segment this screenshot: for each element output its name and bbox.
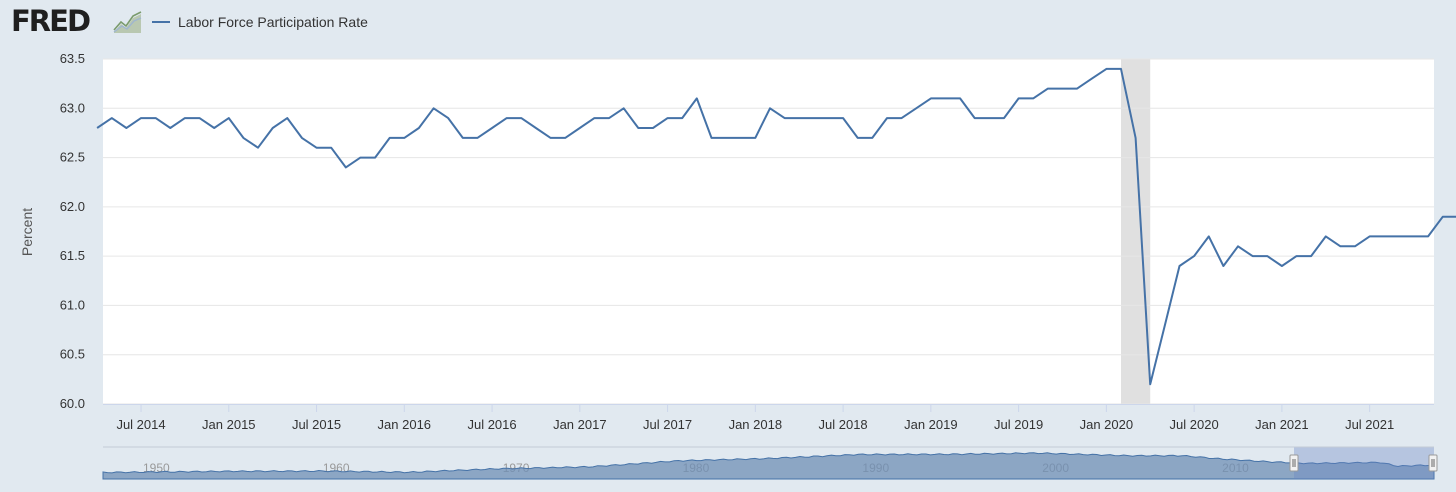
x-tick-label: Jul 2021: [1345, 417, 1394, 432]
main-chart[interactable]: 63.5 63.0 62.5 62.0 61.5 61.0 60.5 60.0 Jul 201…: [0, 0, 1456, 440]
legend: Labor Force Participation Rate: [152, 14, 368, 30]
header: FRED Labor Force Participation Rate: [0, 0, 1456, 46]
x-tick-label: Jan 2020: [1080, 417, 1134, 432]
y-axis-label: Percent: [19, 208, 35, 256]
recession-band: [1120, 59, 1151, 404]
y-tick-label: 61.5: [60, 248, 85, 263]
x-tick-label: Jan 2021: [1255, 417, 1309, 432]
x-tick-label: Jan 2017: [553, 417, 607, 432]
y-tick-label: 63.0: [60, 100, 85, 115]
x-tick-label: Jul 2020: [1170, 417, 1219, 432]
x-tick-label: Jul 2014: [116, 417, 165, 432]
y-tick-label: 61.0: [60, 297, 85, 312]
navigator-handle-left[interactable]: [1289, 454, 1299, 472]
grid-lines: [103, 58, 1434, 405]
legend-label: Labor Force Participation Rate: [178, 14, 368, 30]
plot-background: [103, 59, 1434, 404]
fred-logo[interactable]: FRED: [11, 4, 91, 38]
legend-swatch: [152, 21, 170, 23]
x-tick-label: Jul 2018: [819, 417, 868, 432]
recession-shading: [1120, 59, 1151, 404]
series-line[interactable]: [96, 67, 1456, 386]
x-tick-label: Jul 2015: [292, 417, 341, 432]
x-tick-label: Jul 2017: [643, 417, 692, 432]
x-tick-label: Jul 2016: [467, 417, 516, 432]
navigator-handle-right[interactable]: [1428, 454, 1438, 472]
series-lines: [96, 67, 1456, 386]
x-tick-label: Jan 2019: [904, 417, 958, 432]
x-tick-label: Jan 2015: [202, 417, 256, 432]
x-axis-ticks: Jul 2014 Jan 2015 Jul 2015 Jan 2016 Jul 2016…: [116, 404, 1394, 432]
y-tick-label: 63.5: [60, 51, 85, 66]
x-tick-label: Jan 2016: [378, 417, 432, 432]
y-tick-label: 62.5: [60, 150, 85, 165]
y-tick-label: 62.0: [60, 199, 85, 214]
y-tick-label: 60.5: [60, 347, 85, 362]
y-tick-label: 60.0: [60, 396, 85, 411]
x-tick-label: Jan 2018: [729, 417, 783, 432]
navigator-selection[interactable]: [1294, 447, 1434, 479]
navigator-series-area: [102, 452, 1435, 480]
chart-line-icon: [113, 10, 143, 34]
y-axis-ticks: 63.5 63.0 62.5 62.0 61.5 61.0 60.5 60.0: [60, 51, 85, 411]
x-tick-label: Jul 2019: [994, 417, 1043, 432]
